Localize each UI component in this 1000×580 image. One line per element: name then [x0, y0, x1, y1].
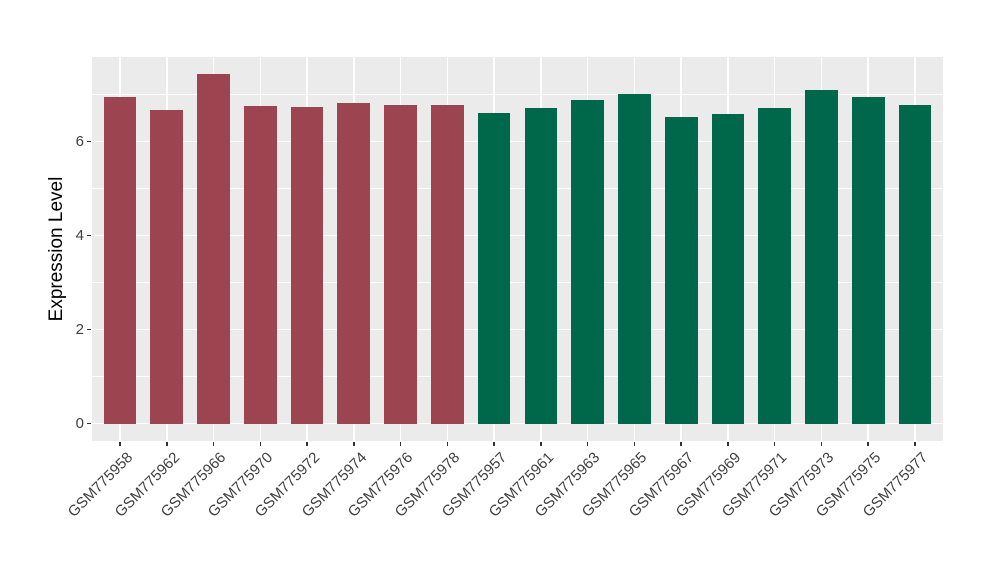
gridline-minor-y7 — [92, 94, 943, 96]
bar-GSM775976 — [384, 104, 417, 424]
bar-GSM775963 — [571, 99, 604, 424]
bar-GSM775962 — [150, 109, 184, 424]
x-tick-mark-GSM775970 — [259, 442, 262, 446]
x-tick-mark-GSM775963 — [586, 442, 589, 446]
bar-GSM775965 — [618, 94, 651, 424]
y-tick-label-2: 2 — [75, 320, 84, 338]
bar-GSM775973 — [805, 89, 838, 424]
gridline-minor-y5 — [92, 188, 943, 190]
y-tick-label-4: 4 — [75, 226, 84, 244]
x-tick-mark-GSM775973 — [820, 442, 823, 446]
bar-GSM775969 — [711, 114, 745, 424]
x-tick-mark-GSM775971 — [773, 442, 776, 446]
gridline-major-y6 — [92, 140, 943, 143]
gridline-major-y2 — [92, 328, 943, 331]
gridline-major-y0 — [92, 422, 943, 425]
gridline-minor-y1 — [92, 376, 943, 377]
y-tick-mark-6 — [87, 140, 91, 143]
y-tick-mark-2 — [87, 328, 91, 331]
plot-panel — [92, 57, 943, 441]
x-tick-mark-GSM775976 — [399, 442, 402, 446]
bar-GSM775961 — [524, 108, 558, 424]
x-tick-mark-GSM775974 — [353, 442, 355, 446]
bar-GSM775971 — [758, 108, 792, 424]
y-tick-label-6: 6 — [75, 132, 84, 150]
bar-GSM775978 — [430, 104, 464, 424]
x-tick-mark-GSM775969 — [727, 442, 729, 446]
x-tick-mark-GSM775965 — [633, 442, 636, 446]
x-tick-mark-GSM775972 — [306, 442, 308, 446]
x-tick-mark-GSM775978 — [446, 442, 449, 446]
x-tick-mark-GSM775957 — [493, 442, 495, 446]
x-tick-mark-GSM775961 — [540, 442, 542, 446]
bar-GSM775972 — [290, 106, 324, 424]
bar-GSM775967 — [664, 116, 698, 424]
bar-GSM775975 — [851, 97, 885, 424]
bar-GSM775974 — [337, 103, 371, 424]
bar-GSM775958 — [103, 96, 137, 424]
bar-GSM775957 — [477, 112, 511, 424]
y-tick-mark-0 — [87, 422, 91, 425]
y-tick-mark-4 — [87, 234, 91, 237]
x-tick-mark-GSM775962 — [166, 442, 168, 446]
gridline-minor-y3 — [92, 282, 943, 283]
bar-GSM775977 — [898, 104, 932, 424]
x-tick-mark-GSM775958 — [119, 442, 121, 446]
y-tick-label-0: 0 — [75, 414, 84, 432]
x-tick-mark-GSM775966 — [212, 442, 215, 446]
x-tick-mark-GSM775967 — [680, 442, 682, 446]
bar-GSM775970 — [243, 105, 277, 424]
x-tick-mark-GSM775977 — [914, 442, 916, 446]
gridline-major-y4 — [92, 234, 943, 237]
x-tick-mark-GSM775975 — [867, 442, 869, 446]
bar-GSM775966 — [197, 74, 230, 424]
